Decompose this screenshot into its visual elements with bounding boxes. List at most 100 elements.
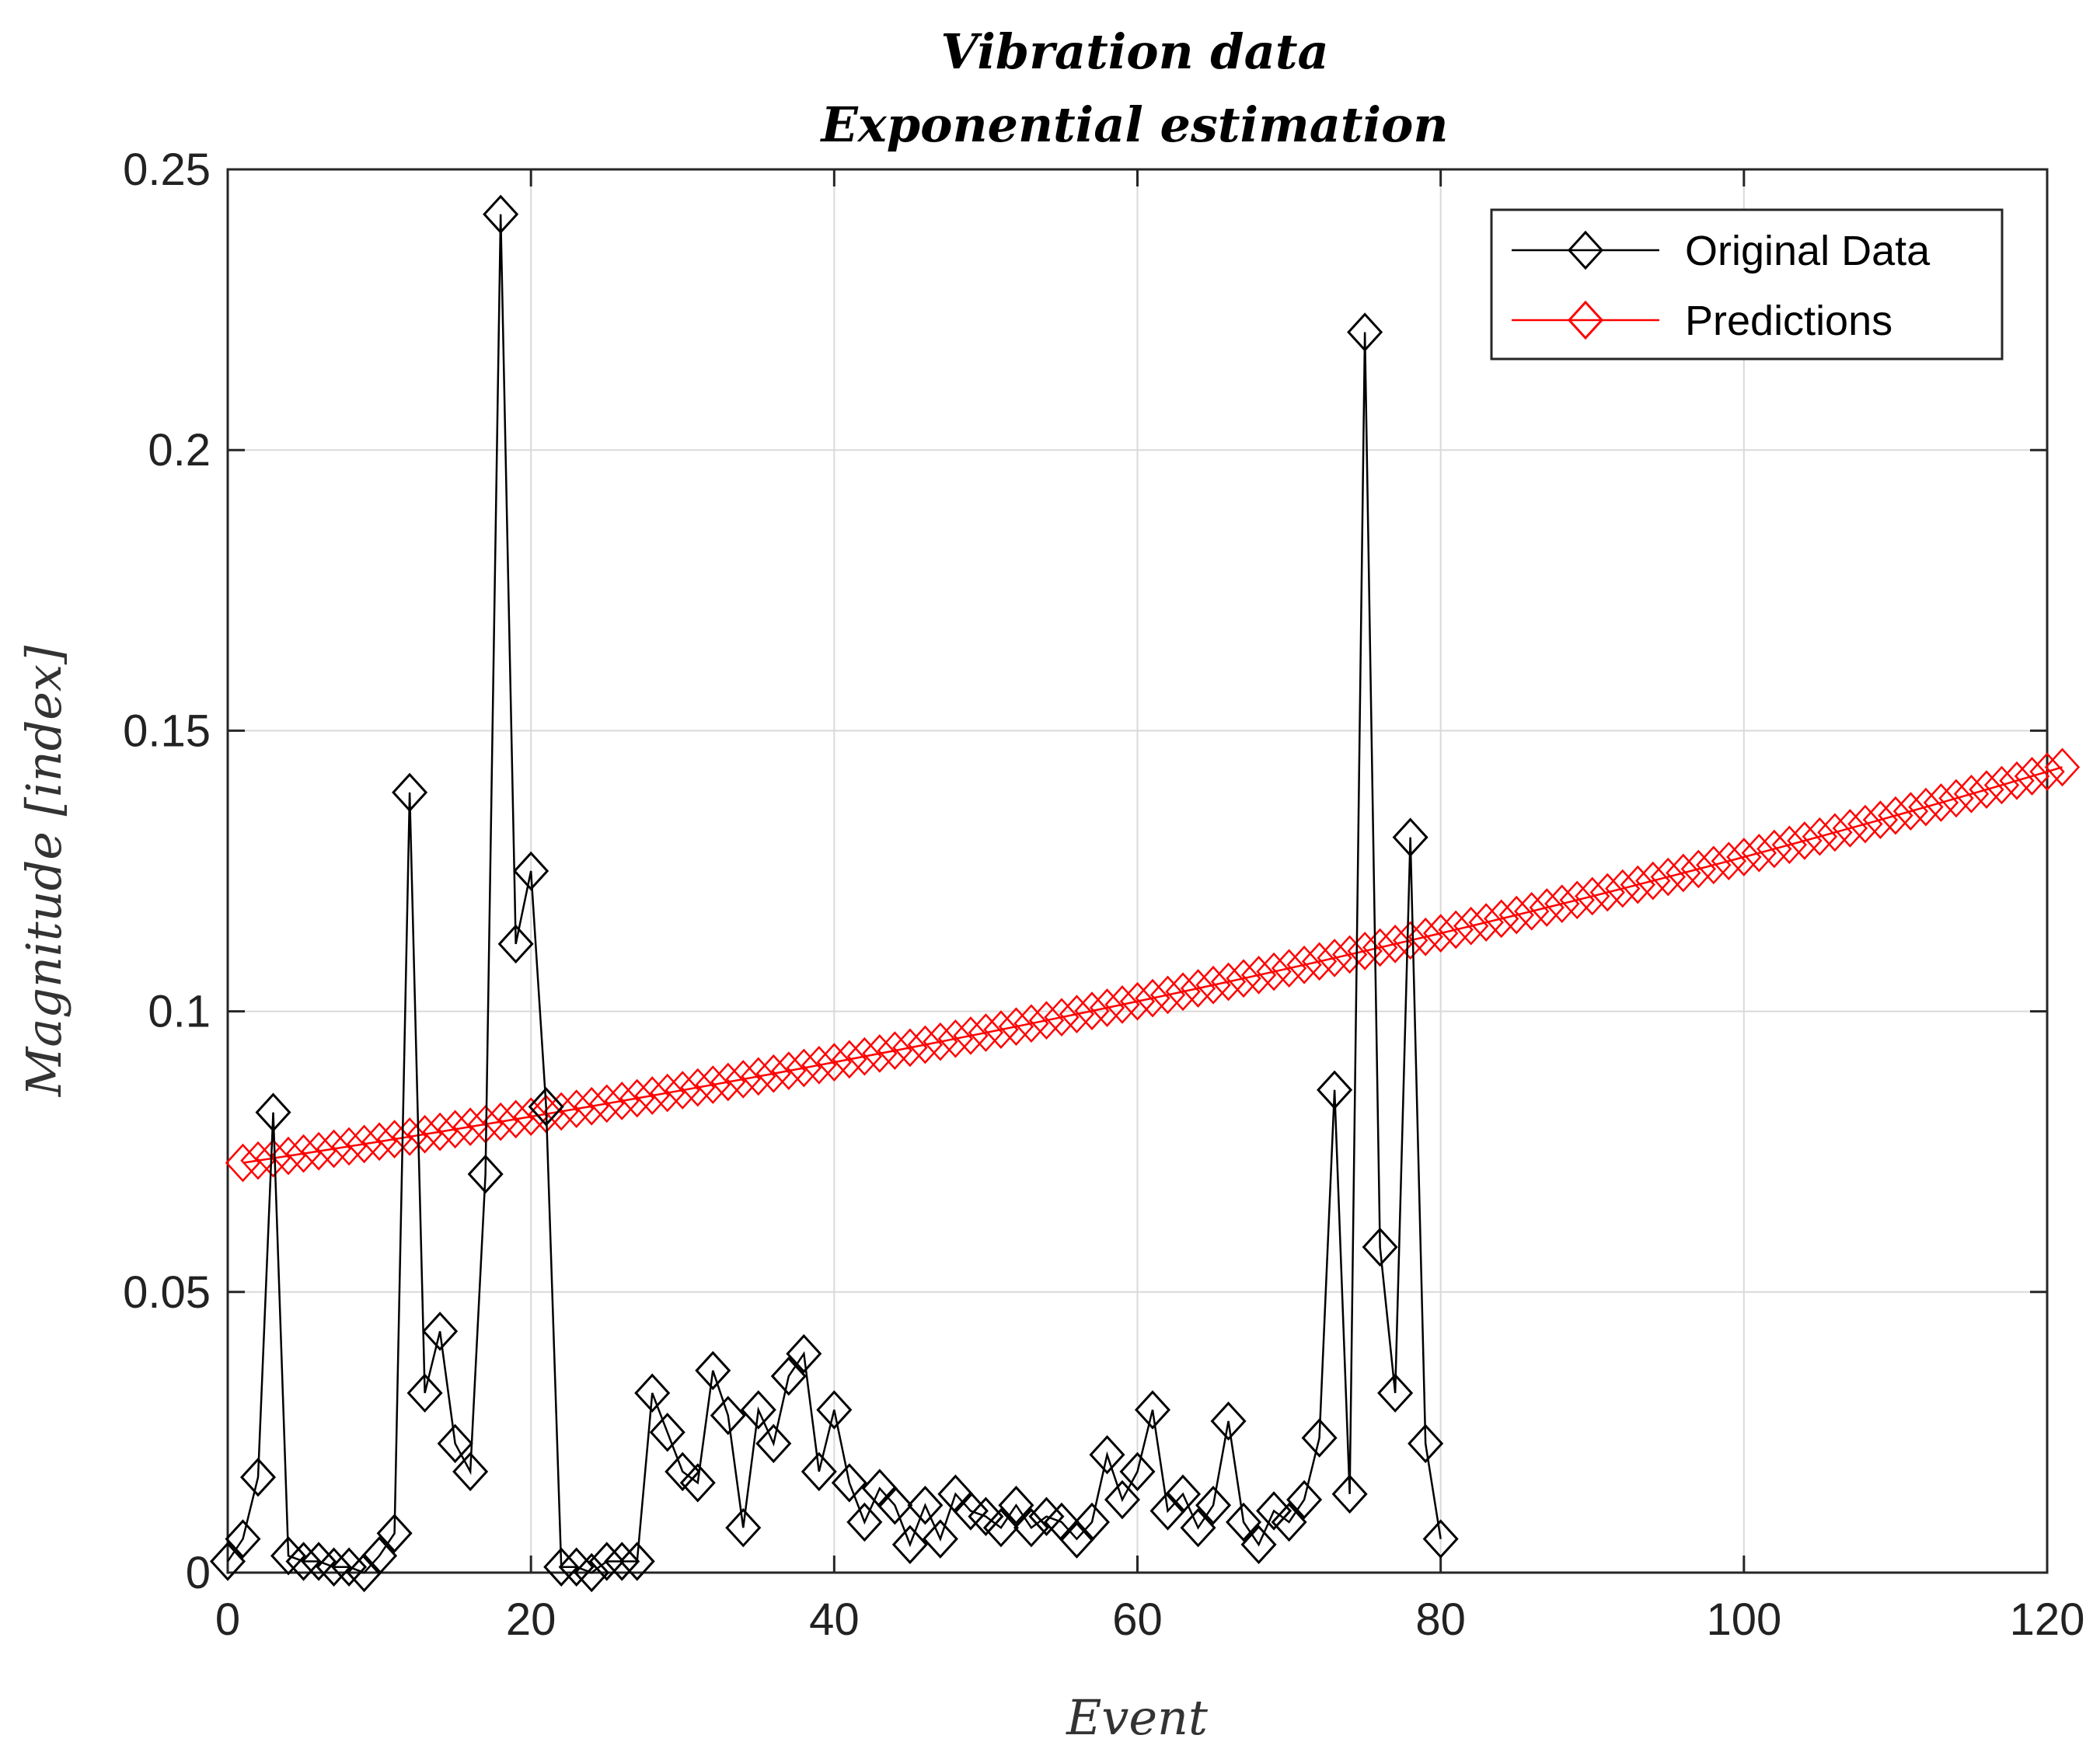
predictions-point	[665, 1071, 700, 1110]
predictions-point	[574, 1086, 609, 1126]
original-data-point	[982, 1507, 1019, 1548]
x-tick-labels: 0 20 40 60 80 100 120	[215, 1594, 2085, 1645]
predictions-point	[1771, 825, 1808, 865]
legend-box	[1490, 208, 2004, 361]
predictions-point	[225, 1143, 261, 1183]
predictions-point	[452, 1107, 488, 1147]
original-data-point	[1149, 1491, 1186, 1531]
original-data-point	[1013, 1507, 1049, 1548]
predictions-point	[558, 1089, 595, 1128]
chart-title-line-1: Vibration data	[940, 23, 1328, 80]
predictions-point	[1514, 891, 1550, 931]
predictions-point	[1589, 873, 1625, 912]
predictions-point	[846, 1037, 883, 1076]
original-data-point	[255, 1092, 291, 1132]
x-tick-label: 100	[1706, 1594, 1781, 1645]
predictions-point	[270, 1136, 306, 1176]
chart-title-line-2: Exponential estimation	[820, 96, 1449, 153]
original-data-point	[740, 1390, 776, 1430]
predictions-point	[1817, 813, 1853, 852]
predictions-point	[1013, 1004, 1049, 1043]
predictions-point	[1453, 906, 1489, 946]
predictions-point	[998, 1007, 1034, 1047]
original-data-point	[1073, 1502, 1111, 1542]
original-data-point	[361, 1536, 398, 1576]
predictions-point	[1438, 910, 1474, 949]
predictions-point	[1620, 865, 1655, 904]
predictions-point	[316, 1129, 352, 1169]
y-tick-label: 0.05	[123, 1267, 211, 1318]
chart-title: Vibration data Exponential estimation	[820, 23, 1449, 153]
original-data-point	[907, 1486, 944, 1525]
predictions-point	[1286, 945, 1322, 984]
predictions-point	[1923, 783, 1959, 822]
predictions-point	[1165, 972, 1201, 1012]
predictions-point	[741, 1057, 776, 1096]
predictions-point	[604, 1082, 640, 1120]
original-data-point	[1362, 1227, 1398, 1267]
original-data-point	[998, 1486, 1034, 1525]
predictions-point	[1195, 965, 1231, 1005]
predictions-point	[801, 1045, 837, 1085]
predictions-point	[543, 1092, 579, 1131]
predictions-point	[1680, 849, 1717, 889]
predictions-point	[1938, 779, 1974, 818]
predictions-point	[1999, 761, 2035, 800]
predictions-point	[1983, 765, 2020, 805]
predictions-point	[1559, 880, 1595, 920]
x-tick-label: 0	[215, 1594, 240, 1645]
original-data-point	[1301, 1418, 1338, 1458]
original-data-point	[209, 1542, 246, 1581]
original-data-point	[1317, 1070, 1353, 1110]
original-data-point	[846, 1502, 883, 1542]
predictions-point	[1028, 1001, 1065, 1040]
predictions-point	[1362, 928, 1398, 967]
original-data-point	[1377, 1373, 1414, 1413]
y-axis-label: Magnitude [index]	[16, 645, 72, 1097]
x-tick-label: 40	[809, 1594, 860, 1645]
original-data-point	[665, 1451, 701, 1492]
predictions-point	[1908, 787, 1944, 827]
original-data-point	[452, 1451, 489, 1492]
original-data-point	[574, 1552, 610, 1593]
predictions-point	[634, 1076, 670, 1115]
original-data-point	[239, 1457, 277, 1497]
y-tick-label: 0.15	[123, 706, 211, 756]
predictions-point	[1832, 809, 1868, 848]
predictions-point	[1711, 841, 1747, 881]
original-data-point	[891, 1524, 928, 1565]
predictions-point	[1149, 975, 1186, 1015]
original-data-point	[679, 1463, 716, 1503]
predictions-point	[786, 1048, 822, 1088]
original-data-point	[497, 924, 534, 964]
predictions-point	[1468, 903, 1504, 942]
original-data-point	[225, 1519, 261, 1559]
original-data-point	[285, 1542, 322, 1581]
predictions-point	[240, 1141, 276, 1180]
y-tick-labels: 0 0.05 0.1 0.15 0.2 0.25	[123, 145, 211, 1598]
predictions-point	[968, 1013, 1004, 1052]
original-data-point	[528, 1087, 564, 1127]
original-data-line	[226, 214, 1442, 1574]
predictions-point	[1666, 853, 1701, 893]
predictions-point	[1878, 796, 1913, 835]
predictions-point	[1240, 956, 1277, 995]
predictions-point	[1787, 821, 1823, 860]
original-data-point	[1240, 1524, 1277, 1565]
x-tick-label: 80	[1415, 1594, 1466, 1645]
predictions-point	[1484, 899, 1519, 939]
predictions-point	[331, 1127, 367, 1166]
predictions-point	[923, 1022, 958, 1061]
predictions-point	[1377, 925, 1413, 963]
predictions-point	[437, 1110, 473, 1149]
predictions-point	[1498, 895, 1534, 935]
x-tick-label: 60	[1112, 1594, 1163, 1645]
original-data-point	[1089, 1435, 1125, 1475]
original-data-point	[1408, 1423, 1444, 1464]
predictions-point	[285, 1134, 322, 1173]
predictions-point	[1575, 876, 1610, 916]
original-data-point	[513, 851, 549, 891]
predictions-point	[725, 1060, 761, 1099]
original-data-point	[1331, 1474, 1368, 1514]
